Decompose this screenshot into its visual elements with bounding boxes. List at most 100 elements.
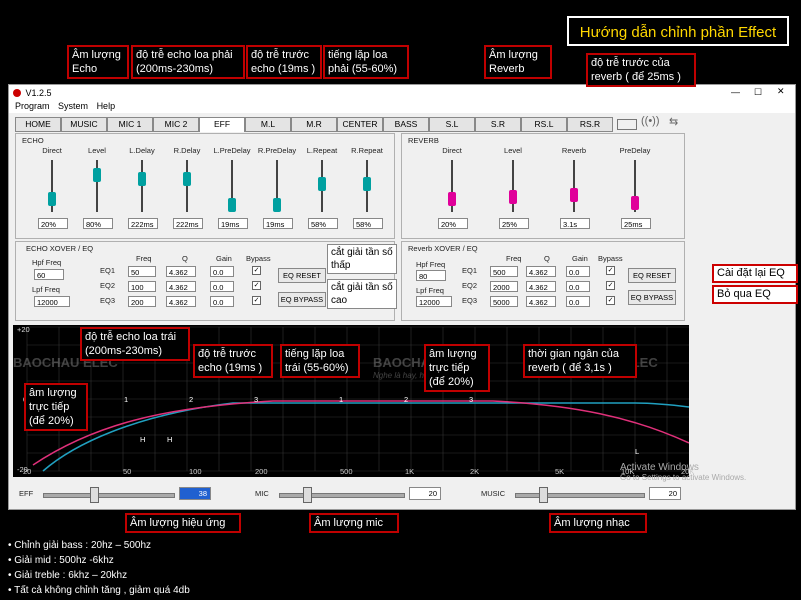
echo-slider-track-5[interactable] [276,160,278,212]
tab-mic-1[interactable]: MIC 1 [107,117,153,132]
echo-slider-track-0[interactable] [51,160,53,212]
echo-lpf-input[interactable]: 12000 [34,296,70,307]
echo-eq1-gain-input[interactable]: 0.0 [210,266,234,277]
reverb-eq-bypass-button[interactable]: EQ BYPASS [628,290,676,305]
menu-bar: Program System Help [9,101,795,113]
echo-slider-track-2[interactable] [141,160,143,212]
reverb-lpf-input[interactable]: 12000 [416,296,452,307]
marker-2b: 2 [404,395,409,404]
tab-eff[interactable]: EFF [199,117,245,132]
echo-eq2-gain-input[interactable]: 0.0 [210,281,234,292]
echo-slider-track-1[interactable] [96,160,98,212]
echo-eq3-freq-input[interactable]: 200 [128,296,156,307]
tab-rs-r[interactable]: RS.R [567,117,613,132]
echo-eq3-gain-input[interactable]: 0.0 [210,296,234,307]
tab-bass[interactable]: BASS [383,117,429,132]
echo-slider-thumb-1[interactable] [93,168,101,182]
reverb-hpf-input[interactable]: 80 [416,270,446,281]
reverb-eq1-q-input[interactable]: 4.362 [526,266,556,277]
reverb-slider-track-3[interactable] [634,160,636,212]
echo-eq-bypass-button[interactable]: EQ BYPASS [278,292,326,307]
reverb-eq2-gain-input[interactable]: 0.0 [566,281,590,292]
echo-slider-value-4[interactable]: 19ms [218,218,248,229]
music-slider-track[interactable] [515,493,645,498]
echo-slider-value-5[interactable]: 19ms [263,218,293,229]
tab-m-l[interactable]: M.L [245,117,291,132]
echo-eq2-freq-input[interactable]: 100 [128,281,156,292]
tab-m-r[interactable]: M.R [291,117,337,132]
echo-slider-value-6[interactable]: 58% [308,218,338,229]
reverb-eq2-q-input[interactable]: 4.362 [526,281,556,292]
tab-music[interactable]: MUSIC [61,117,107,132]
echo-panel: ECHO Direct 20% Level 80% L.Delay 222ms R.Dela… [15,133,395,239]
eff-value-input[interactable]: 38 [179,487,211,500]
tab-mic-2[interactable]: MIC 2 [153,117,199,132]
echo-slider-thumb-6[interactable] [318,176,326,191]
echo-eq1-freq-input[interactable]: 50 [128,266,156,277]
echo-slider-value-0[interactable]: 20% [38,218,68,229]
echo-slider-track-4[interactable] [231,160,233,212]
music-value-input[interactable]: 20 [649,487,681,500]
echo-eq3-q-input[interactable]: 4.362 [166,296,196,307]
reverb-slider-value-0[interactable]: 20% [438,218,468,229]
eff-slider-track[interactable] [43,493,175,498]
echo-slider-thumb-3[interactable] [183,172,191,186]
menu-system[interactable]: System [58,101,89,111]
minimize-button[interactable]: — [731,87,740,97]
reverb-eq-reset-button[interactable]: EQ RESET [628,268,676,283]
echo-eq1-q-input[interactable]: 4.362 [166,266,196,277]
eff-slider-thumb[interactable] [90,487,100,503]
tab-rs-l[interactable]: RS.L [521,117,567,132]
echo-slider-thumb-0[interactable] [48,192,56,206]
menu-program[interactable]: Program [15,101,50,111]
reverb-slider-thumb-0[interactable] [448,192,456,206]
echo-eq2-q-input[interactable]: 4.362 [166,281,196,292]
reverb-slider-value-3[interactable]: 25ms [621,218,651,229]
echo-eq3-bypass-checkbox[interactable]: ✓ [252,296,261,305]
echo-slider-thumb-7[interactable] [363,176,371,191]
echo-slider-value-3[interactable]: 222ms [173,218,203,229]
close-button[interactable]: ✕ [777,86,785,96]
reverb-eq3-bypass-checkbox[interactable]: ✓ [606,296,615,305]
echo-slider-value-2[interactable]: 222ms [128,218,158,229]
tab-s-l[interactable]: S.L [429,117,475,132]
reverb-slider-thumb-3[interactable] [631,196,639,210]
menu-help[interactable]: Help [96,101,116,111]
echo-slider-thumb-5[interactable] [273,198,281,212]
echo-slider-thumb-2[interactable] [138,172,146,186]
maximize-button[interactable]: ☐ [754,87,763,97]
reverb-slider-value-1[interactable]: 25% [499,218,529,229]
reverb-eq1-gain-input[interactable]: 0.0 [566,266,590,277]
reverb-slider-thumb-1[interactable] [509,190,517,204]
echo-hpf-input[interactable]: 60 [34,269,64,280]
reverb-slider-track-1[interactable] [512,160,514,212]
reverb-eq1-freq-input[interactable]: 500 [490,266,518,277]
tab-home[interactable]: HOME [15,117,61,132]
reverb-slider-track-2[interactable] [573,160,575,212]
reverb-eq1-bypass-checkbox[interactable]: ✓ [606,266,615,275]
music-slider-thumb[interactable] [539,487,549,503]
reverb-slider-value-2[interactable]: 3.1s [560,218,590,229]
mic-slider-thumb[interactable] [302,487,312,503]
callout-repeat-right: tiếng lặp loa phải (55-60%) [323,45,409,79]
reverb-slider-thumb-2[interactable] [570,188,578,202]
echo-slider-track-3[interactable] [186,160,188,212]
echo-slider-value-1[interactable]: 80% [83,218,113,229]
echo-slider-thumb-4[interactable] [228,198,236,212]
reverb-eq3-freq-input[interactable]: 5000 [490,296,518,307]
reverb-eq3-gain-input[interactable]: 0.0 [566,296,590,307]
mic-slider-track[interactable] [279,493,405,498]
echo-lpf-label: Lpf Freq [32,285,60,294]
x-tick-5: 1K [405,467,415,476]
echo-slider-value-7[interactable]: 58% [353,218,383,229]
reverb-eq2-freq-input[interactable]: 2000 [490,281,518,292]
tab-s-r[interactable]: S.R [475,117,521,132]
echo-eq2-bypass-checkbox[interactable]: ✓ [252,281,261,290]
tab-center[interactable]: CENTER [337,117,383,132]
mic-value-input[interactable]: 20 [409,487,441,500]
reverb-slider-track-0[interactable] [451,160,453,212]
echo-eq1-bypass-checkbox[interactable]: ✓ [252,266,261,275]
echo-eq-reset-button[interactable]: EQ RESET [278,268,326,283]
reverb-eq3-q-input[interactable]: 4.362 [526,296,556,307]
reverb-eq2-bypass-checkbox[interactable]: ✓ [606,281,615,290]
